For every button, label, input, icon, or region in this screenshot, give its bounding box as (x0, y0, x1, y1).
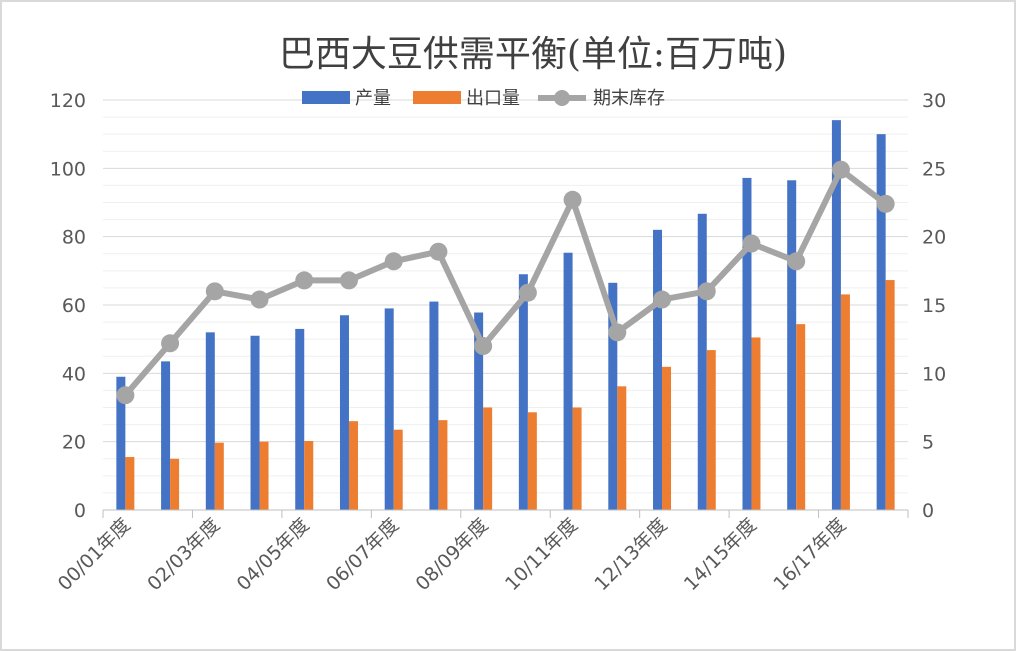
line-point-ending-stock (831, 160, 850, 179)
line-series (116, 160, 895, 405)
line-point-ending-stock (384, 252, 403, 271)
line-point-ending-stock (563, 190, 582, 209)
y-left-tick-label: 0 (74, 500, 86, 522)
x-tick-label: 08/09年度 (412, 514, 493, 595)
bar-production (116, 376, 126, 510)
line-point-ending-stock (474, 337, 493, 355)
x-tick-label: 10/11年度 (501, 514, 582, 595)
bar-export (527, 412, 537, 510)
line-point-ending-stock (697, 282, 716, 301)
line-point-ending-stock (295, 271, 314, 290)
line-point-ending-stock (429, 242, 448, 261)
line-point-ending-stock (161, 334, 180, 353)
bar-export (706, 350, 716, 510)
bar-export (393, 429, 403, 510)
bar-export (572, 407, 582, 510)
bar-export (617, 386, 627, 510)
x-tick-label: 12/13年度 (590, 514, 671, 595)
y-left-tick-label: 120 (50, 90, 86, 112)
bar-export (348, 421, 358, 510)
x-tick-label: 04/05年度 (233, 514, 314, 595)
legend: 产量 出口量 期末库存 (302, 88, 665, 109)
y-axis-right: 0 5 10 15 20 25 30 (922, 90, 946, 522)
y-axis-left: 0 20 40 60 80 100 120 (50, 90, 86, 522)
chart-title: 巴西大豆供需平衡(单位:百万吨) (279, 34, 787, 75)
bar-production (653, 229, 663, 511)
x-tick-label: 16/17年度 (769, 514, 850, 595)
bar-export (483, 407, 493, 510)
line-point-ending-stock (653, 290, 672, 309)
line-point-ending-stock (876, 194, 895, 213)
bar-production (295, 328, 305, 510)
y-left-tick-label: 100 (50, 158, 86, 180)
bar-production (250, 335, 260, 510)
bar-export (304, 440, 314, 510)
y-left-tick-label: 60 (62, 295, 86, 317)
bar-production (563, 252, 573, 510)
line-ending-stock (123, 166, 888, 398)
bars (116, 120, 895, 511)
line-point-ending-stock (518, 283, 537, 302)
x-tick-label: 06/07年度 (322, 514, 403, 595)
bar-export (170, 458, 180, 510)
bar-export (796, 324, 806, 510)
y-right-tick-label: 30 (922, 90, 946, 112)
bar-production (787, 180, 797, 510)
legend-label: 期末库存 (593, 88, 665, 109)
bar-production (205, 332, 215, 510)
y-right-tick-label: 15 (922, 295, 946, 317)
legend-swatch (302, 91, 350, 104)
bar-production (384, 308, 394, 510)
bar-export (662, 366, 672, 510)
bar-production (518, 274, 528, 510)
legend-marker (554, 90, 570, 106)
x-tick-label: 14/15年度 (680, 514, 761, 595)
x-tick-label: 00/01年度 (54, 514, 135, 595)
bar-production (742, 177, 752, 510)
line-point-ending-stock (250, 290, 269, 309)
legend-swatch (413, 91, 461, 104)
bar-production (161, 361, 171, 510)
y-left-tick-label: 40 (62, 363, 86, 385)
x-axis: 00/01年度 02/03年度 04/05年度 06/07年度 08/09年度 10/11… (54, 509, 909, 595)
bar-export (214, 442, 224, 510)
y-right-tick-label: 20 (922, 227, 946, 249)
bar-export (438, 420, 448, 510)
bar-production (876, 134, 886, 510)
bar-export (751, 337, 761, 510)
bar-export (885, 280, 895, 510)
bar-export (840, 294, 850, 510)
line-point-ending-stock (205, 282, 224, 301)
y-left-tick-label: 20 (62, 432, 86, 454)
bar-production (831, 120, 841, 511)
legend-label: 产量 (355, 88, 391, 109)
line-point-ending-stock (787, 252, 806, 271)
line-point-ending-stock (608, 323, 627, 342)
y-left-tick-label: 80 (62, 227, 86, 249)
line-point-ending-stock (116, 386, 135, 405)
bar-production (697, 213, 707, 510)
bar-production (608, 282, 618, 510)
line-point-ending-stock (339, 271, 358, 290)
x-tick-label: 02/03年度 (143, 514, 224, 595)
bar-export (259, 441, 269, 510)
bar-production (339, 315, 349, 510)
y-right-tick-label: 0 (922, 500, 934, 522)
line-point-ending-stock (742, 234, 761, 253)
y-right-tick-label: 5 (922, 432, 934, 454)
y-right-tick-label: 25 (922, 158, 946, 180)
bar-production (474, 312, 484, 510)
bar-production (429, 301, 439, 510)
bar-export (125, 457, 135, 510)
legend-label: 出口量 (466, 88, 520, 109)
y-right-tick-label: 10 (922, 363, 946, 385)
